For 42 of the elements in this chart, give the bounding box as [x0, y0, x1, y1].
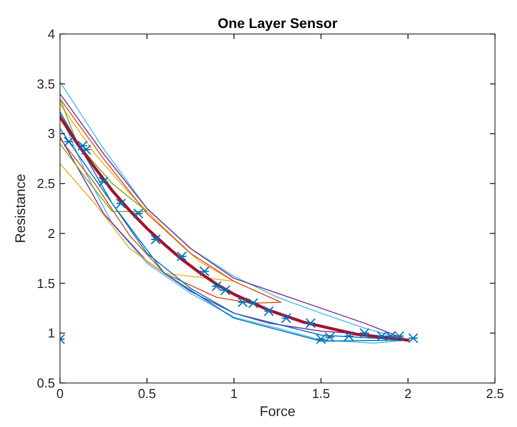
- point: [64, 136, 74, 147]
- point: [264, 306, 274, 316]
- point: [344, 331, 354, 342]
- point: [386, 331, 396, 342]
- point: [98, 176, 109, 187]
- point: [116, 198, 126, 209]
- point: [133, 208, 144, 219]
- chart-title: One Layer Sensor: [218, 15, 338, 31]
- x-tick-label: 2.5: [486, 386, 504, 401]
- point: [248, 298, 258, 308]
- x-tick-label: 1: [230, 386, 238, 401]
- point: [408, 333, 418, 344]
- y-tick-label: 1: [48, 326, 55, 341]
- y-tick-label: 1.5: [36, 276, 55, 291]
- point: [376, 331, 387, 342]
- y-tick-label: 3.5: [36, 76, 55, 92]
- point: [324, 332, 335, 342]
- point: [176, 251, 187, 262]
- line-series: [60, 98, 282, 304]
- x-tick-label: 2: [404, 386, 412, 401]
- point: [359, 328, 370, 338]
- point: [78, 140, 88, 151]
- point: [238, 297, 248, 308]
- point: [394, 331, 404, 342]
- point: [150, 234, 161, 245]
- line-series: [60, 98, 148, 212]
- point: [305, 318, 316, 328]
- point: [199, 266, 210, 276]
- y-tick-label: 4: [48, 26, 55, 42]
- x-tick-label: 1.5: [312, 386, 330, 401]
- x-tick-label: 0.5: [138, 386, 156, 401]
- point: [281, 313, 292, 324]
- y-axis-title: Resistance: [12, 174, 28, 244]
- y-tick-label: 2: [48, 226, 55, 241]
- line-series: [60, 103, 234, 282]
- x-tick-label: 0: [56, 386, 64, 401]
- point: [316, 334, 326, 344]
- x-axis-title: Force: [260, 403, 296, 419]
- y-tick-label: 0.5: [36, 376, 55, 390]
- y-tick-label: 3: [48, 126, 55, 142]
- point: [81, 144, 92, 155]
- y-tick-label: 2.5: [36, 176, 55, 192]
